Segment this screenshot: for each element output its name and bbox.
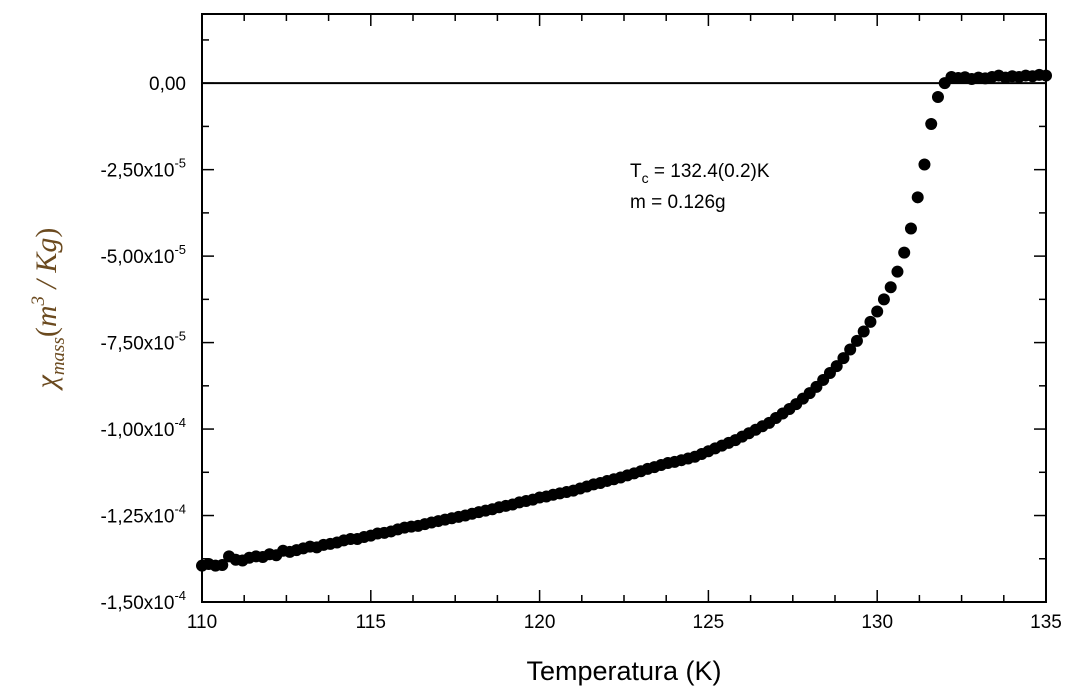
data-point (877, 293, 890, 306)
y-tick-exponent: -5 (174, 156, 186, 171)
y-tick-label: -7,50x10-5 (100, 329, 186, 355)
y-axis-title: χmass(m3 / Kg) (28, 228, 69, 392)
x-axis: 110 115 120 125 130 135 (187, 14, 1062, 633)
annotation-tc-symbol: T (630, 161, 642, 182)
y-axis-subscript: mass (48, 337, 69, 375)
annotation-mass: m = 0.126g (630, 192, 726, 213)
y-tick-exponent: -4 (174, 502, 186, 517)
y-tick-mantissa: -1,50x10 (100, 593, 174, 614)
data-points (196, 68, 1052, 572)
y-tick-label: -5,00x10-5 (100, 242, 186, 268)
y-tick-label: -1,00x10-4 (100, 415, 186, 441)
data-point (884, 281, 897, 294)
y-tick-label: 0,00 (149, 74, 186, 95)
data-point (904, 222, 917, 235)
data-point (850, 334, 863, 347)
x-axis-title: Temperatura (K) (526, 656, 721, 686)
data-point (925, 117, 938, 130)
plot-frame (201, 13, 1047, 603)
data-point (871, 305, 884, 318)
data-point (844, 343, 857, 356)
y-axis-close-paren: ) (30, 228, 63, 238)
x-tick-label: 110 (187, 612, 217, 633)
annotation-tc: Tc = 132.4(0.2)K (630, 161, 770, 186)
y-tick-label: -1,50x10-4 (100, 588, 186, 614)
y-tick-label: -1,25x10-4 (100, 502, 186, 528)
data-point (891, 265, 904, 278)
y-tick-exponent: -4 (174, 415, 186, 430)
data-point (216, 558, 229, 571)
data-point (918, 158, 931, 171)
x-tick-label: 135 (1030, 612, 1062, 633)
x-tick-label: 120 (524, 612, 556, 633)
data-point (1040, 69, 1052, 82)
y-axis-unit-base: m (30, 305, 63, 327)
x-tick-label: 125 (693, 612, 725, 633)
data-point (837, 352, 850, 365)
y-axis-open-paren: ( (30, 327, 63, 337)
y-axis-unit-rest: / Kg (30, 238, 63, 296)
data-point (911, 191, 924, 204)
data-point (931, 91, 944, 104)
y-tick-exponent: -4 (174, 588, 186, 603)
x-tick-label: 115 (356, 612, 386, 633)
y-tick-label: -2,50x10-5 (100, 156, 186, 182)
data-point (857, 325, 870, 338)
y-tick-mantissa: -1,25x10 (100, 507, 174, 528)
annotation-tc-value: = 132.4(0.2)K (649, 161, 770, 182)
data-point (830, 360, 843, 373)
annotation-tc-subscript: c (642, 170, 649, 186)
data-point (864, 315, 877, 328)
y-tick-exponent: -5 (174, 242, 186, 257)
data-point (898, 246, 911, 259)
y-tick-mantissa: 0,00 (149, 74, 186, 95)
y-axis-symbol: χ (30, 374, 63, 391)
y-axis: 0,00-2,50x10-5-5,00x10-5-7,50x10-5-1,00x… (100, 39, 1046, 614)
x-tick-label: 130 (861, 612, 893, 633)
y-tick-mantissa: -1,00x10 (100, 420, 174, 441)
y-tick-mantissa: -7,50x10 (100, 334, 174, 355)
y-axis-unit-exp: 3 (28, 296, 49, 307)
y-tick-exponent: -5 (174, 329, 186, 344)
y-tick-mantissa: -5,00x10 (100, 247, 174, 268)
y-tick-mantissa: -2,50x10 (100, 161, 174, 182)
